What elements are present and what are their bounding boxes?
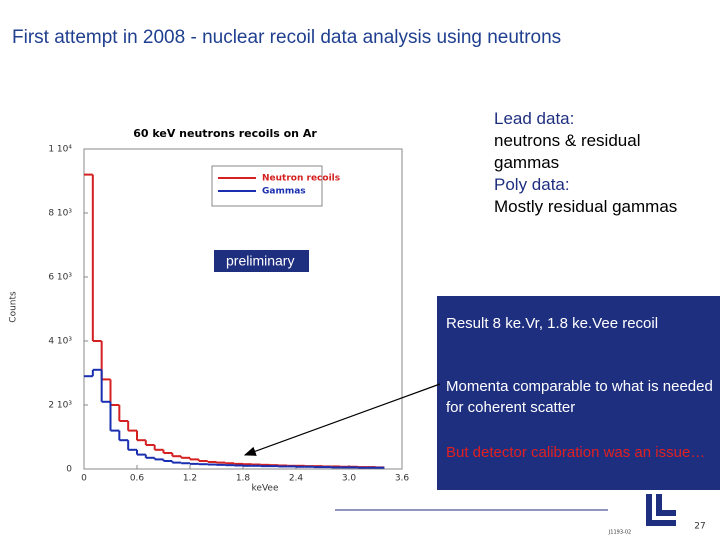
y-tick-label: 1 10⁴ <box>48 145 72 155</box>
y-axis-label: Counts <box>9 291 19 323</box>
y-tick-label: 0 <box>66 465 72 475</box>
momenta-text: Momenta comparable to what is needed for… <box>446 378 713 416</box>
y-tick-label: 2 10³ <box>48 401 72 411</box>
x-tick-label: 1.2 <box>183 474 197 484</box>
x-tick-label: 2.4 <box>289 474 304 484</box>
legend-box <box>211 165 323 207</box>
lead-heading: Lead data: <box>494 109 575 128</box>
result-text: Result 8 ke.Vr, 1.8 ke.Vee recoil <box>446 315 659 332</box>
x-tick-label: 0.6 <box>130 474 145 484</box>
logo <box>646 494 676 526</box>
notes: Lead data: neutrons & residual gammas Po… <box>494 108 694 218</box>
footer-code: J1193-02 <box>608 530 631 536</box>
annotation: preliminary <box>226 253 294 269</box>
legend-label: Neutron recoils <box>262 174 340 184</box>
chart-title: 60 keV neutrons recoils on Ar <box>133 127 317 140</box>
annotation-box <box>214 250 309 272</box>
result-box <box>437 296 720 490</box>
x-tick-label: 1.8 <box>236 474 251 484</box>
lead-text: neutrons & residual gammas <box>494 131 641 172</box>
poly-text: Mostly residual gammas <box>494 197 678 216</box>
x-tick-label: 3.6 <box>395 474 410 484</box>
poly-heading: Poly data: <box>494 175 570 194</box>
legend-label: Gammas <box>262 187 306 197</box>
arrow <box>243 383 441 456</box>
y-tick-label: 8 10³ <box>48 209 72 219</box>
y-tick-label: 4 10³ <box>48 337 72 347</box>
page-number: 27 <box>694 522 705 532</box>
y-tick-label: 6 10³ <box>48 273 72 283</box>
issue-text: But detector calibration was an issue… <box>446 444 706 461</box>
x-tick-label: 0 <box>81 474 87 484</box>
x-tick-label: 3.0 <box>342 474 357 484</box>
x-axis-label: keVee <box>252 484 279 494</box>
slide-title: First attempt in 2008 - nuclear recoil d… <box>12 27 562 48</box>
